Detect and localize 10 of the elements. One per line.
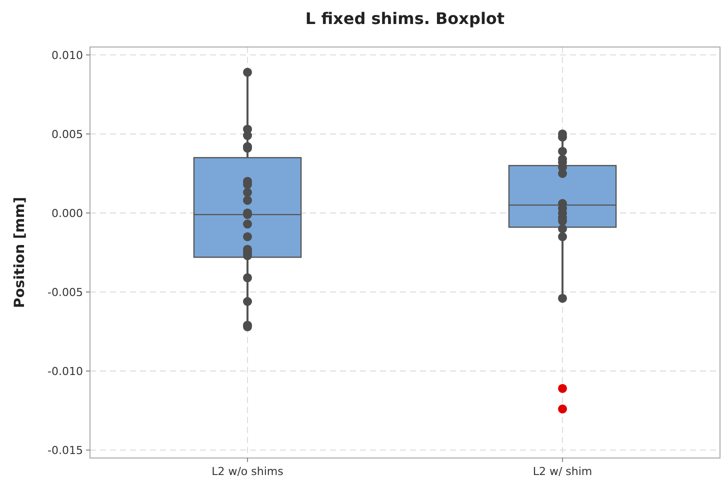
x-tick-label: L2 w/o shims [212, 465, 284, 478]
y-tick-label: 0.005 [52, 128, 83, 141]
y-tick-label: -0.010 [48, 364, 83, 378]
chart-title: L fixed shims. Boxplot [305, 9, 505, 28]
x-tick-label: L2 w/ shim [532, 465, 592, 478]
y-axis-title: Position [mm] [12, 197, 28, 308]
y-tick-label: 0.010 [52, 48, 83, 62]
y-tick-label: -0.015 [48, 444, 83, 457]
y-tick-label: 0.000 [52, 206, 83, 220]
y-tick-label: -0.005 [48, 286, 83, 299]
